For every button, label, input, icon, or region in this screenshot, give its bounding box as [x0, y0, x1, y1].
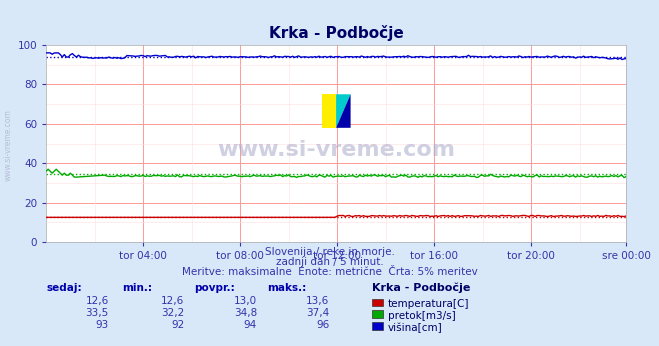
Polygon shape	[336, 94, 351, 128]
Text: 12,6: 12,6	[161, 297, 185, 307]
Text: maks.:: maks.:	[267, 283, 306, 293]
Text: www.si-vreme.com: www.si-vreme.com	[217, 139, 455, 160]
Text: pretok[m3/s]: pretok[m3/s]	[388, 311, 456, 321]
Text: 34,8: 34,8	[234, 308, 257, 318]
Text: 33,5: 33,5	[86, 308, 109, 318]
Polygon shape	[322, 94, 336, 128]
Text: 93: 93	[96, 320, 109, 330]
Text: zadnji dan / 5 minut.: zadnji dan / 5 minut.	[275, 257, 384, 267]
Text: sedaj:: sedaj:	[46, 283, 82, 293]
Text: Krka - Podbočje: Krka - Podbočje	[372, 283, 471, 293]
Text: 37,4: 37,4	[306, 308, 330, 318]
Text: Slovenija / reke in morje.: Slovenija / reke in morje.	[264, 247, 395, 257]
Text: temperatura[C]: temperatura[C]	[388, 300, 470, 309]
Text: 32,2: 32,2	[161, 308, 185, 318]
Text: min.:: min.:	[122, 283, 152, 293]
Text: Meritve: maksimalne  Enote: metrične  Črta: 5% meritev: Meritve: maksimalne Enote: metrične Črta…	[182, 267, 477, 277]
Text: 92: 92	[171, 320, 185, 330]
Text: 12,6: 12,6	[86, 297, 109, 307]
Text: 13,6: 13,6	[306, 297, 330, 307]
Text: višina[cm]: višina[cm]	[388, 323, 443, 333]
Text: 96: 96	[316, 320, 330, 330]
Text: povpr.:: povpr.:	[194, 283, 235, 293]
Text: 13,0: 13,0	[234, 297, 257, 307]
Polygon shape	[336, 94, 351, 128]
Text: www.si-vreme.com: www.si-vreme.com	[3, 109, 13, 181]
Title: Krka - Podbočje: Krka - Podbočje	[269, 25, 403, 41]
Text: 94: 94	[244, 320, 257, 330]
